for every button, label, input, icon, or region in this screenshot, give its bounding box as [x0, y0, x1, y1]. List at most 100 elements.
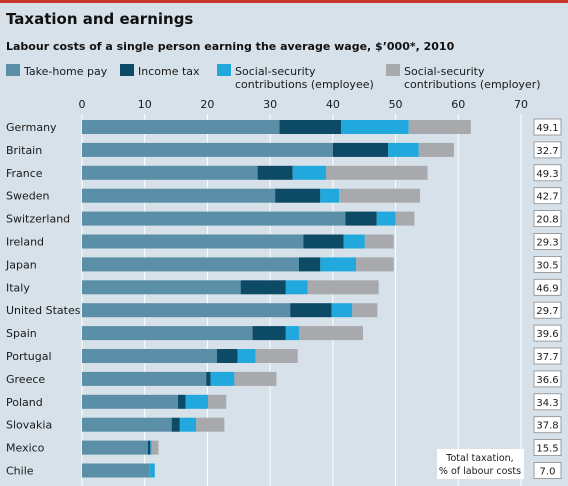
bar-mexico-ss-employee — [150, 440, 152, 455]
legend-label-social-security-contributions-employee-2: contributions (employee) — [235, 78, 374, 91]
x-tick-0: 0 — [79, 98, 86, 111]
legend: Take-home pay Income tax Social-securityco… — [6, 64, 541, 91]
country-label-ireland: Ireland — [6, 236, 44, 249]
total-box-portugal — [533, 347, 562, 365]
bar-britain-take-home — [82, 142, 333, 157]
x-axis-ticks: 0 10 20 30 40 50 60 70 — [79, 98, 529, 111]
bar-germany-ss-employer — [408, 120, 471, 134]
bar-row-japan: Japan — [5, 257, 394, 272]
bar-row-france: France — [6, 165, 428, 180]
total-value-spain: 39.6 — [536, 329, 558, 340]
bar-row-chile: Chile — [6, 463, 155, 478]
bar-france-ss-employee — [292, 165, 326, 180]
bar-chile-take-home — [82, 463, 150, 478]
country-label-germany: Germany — [6, 121, 57, 134]
country-label-chile: Chile — [6, 465, 34, 478]
bar-portugal-ss-employer — [255, 349, 298, 363]
bar-switzerland-take-home — [82, 211, 346, 226]
bar-row-britain: Britain — [6, 142, 454, 157]
country-label-spain: Spain — [6, 327, 37, 340]
bar-united-states-income-tax — [290, 303, 332, 318]
x-tick-50: 50 — [389, 98, 403, 111]
totals-note-line1: Total taxation, — [445, 453, 513, 464]
country-label-switzerland: Switzerland — [6, 213, 70, 226]
country-label-sweden: Sweden — [6, 190, 49, 203]
total-value-ireland: 29.3 — [536, 238, 558, 249]
legend-label-social-security-contributions-employee-1: Social-security — [235, 65, 316, 78]
bar-germany-ss-employee — [341, 120, 409, 134]
total-box-spain — [533, 324, 562, 342]
legend-swatch-social-security-contributions-employer — [386, 64, 400, 76]
bar-italy-take-home — [82, 280, 241, 295]
bar-switzerland-ss-employer — [395, 211, 415, 226]
total-box-britain — [533, 141, 562, 159]
bar-france-take-home — [82, 165, 258, 180]
bar-ireland-income-tax — [303, 234, 344, 249]
bar-rows: Germany Britain France Sweden Switzerland Ire… — [5, 120, 471, 478]
bar-greece-take-home — [82, 371, 207, 386]
bar-sweden-income-tax — [275, 188, 321, 203]
bar-united-states-ss-employer — [352, 303, 378, 318]
legend-label-social-security-contributions-employer-1: Social-security — [404, 65, 485, 78]
x-tick-20: 20 — [200, 98, 214, 111]
bar-slovakia-ss-employer — [196, 417, 225, 432]
bar-row-sweden: Sweden — [6, 188, 421, 203]
legend-label-take-home-pay-1: Take-home pay — [23, 65, 108, 78]
bar-ireland-take-home — [82, 234, 304, 249]
total-box-united-states — [533, 301, 562, 319]
bar-spain-ss-employer — [298, 326, 363, 341]
total-box-france — [533, 164, 562, 182]
chart-title: Taxation and earnings — [6, 10, 193, 28]
country-label-greece: Greece — [6, 373, 45, 386]
total-value-chile: 7.0 — [540, 467, 556, 478]
country-label-italy: Italy — [6, 281, 30, 294]
bar-japan-income-tax — [298, 257, 321, 272]
total-value-japan: 30.5 — [536, 260, 558, 271]
bar-united-states-ss-employee — [331, 303, 353, 318]
bar-mexico-take-home — [82, 440, 148, 455]
total-value-united-states: 29.7 — [536, 306, 558, 317]
bar-britain-ss-employer — [418, 142, 454, 157]
bar-switzerland-ss-employee — [376, 211, 396, 226]
bar-sweden-ss-employer — [339, 188, 421, 203]
bar-spain-income-tax — [252, 326, 286, 341]
total-box-italy — [533, 278, 562, 296]
bar-mexico-income-tax — [147, 440, 151, 455]
bar-row-poland: Poland — [6, 394, 227, 409]
bar-row-germany: Germany — [6, 120, 471, 134]
bar-sweden-take-home — [82, 188, 276, 203]
x-tick-70: 70 — [514, 98, 528, 111]
total-box-japan — [533, 255, 562, 273]
chart-subtitle: Labour costs of a single person earning … — [6, 40, 455, 53]
bar-row-mexico: Mexico — [6, 440, 159, 455]
country-label-japan: Japan — [5, 258, 37, 271]
country-label-poland: Poland — [6, 396, 43, 409]
bar-row-united-states: United States — [6, 303, 378, 318]
bar-row-spain: Spain — [6, 326, 363, 341]
bar-portugal-income-tax — [216, 349, 238, 363]
bar-greece-ss-employee — [210, 371, 235, 386]
bar-japan-ss-employer — [356, 257, 394, 272]
bar-portugal-ss-employee — [237, 349, 256, 363]
total-value-france: 49.3 — [536, 169, 558, 180]
x-tick-60: 60 — [451, 98, 465, 111]
bar-slovakia-income-tax — [171, 417, 180, 432]
bar-ireland-ss-employee — [343, 234, 365, 249]
total-box-sweden — [533, 187, 562, 205]
country-label-slovakia: Slovakia — [6, 419, 52, 432]
bar-britain-income-tax — [332, 142, 389, 157]
total-value-greece: 36.6 — [536, 375, 558, 386]
total-box-switzerland — [533, 210, 562, 228]
total-value-germany: 49.1 — [536, 123, 558, 134]
bar-japan-ss-employee — [320, 257, 357, 272]
total-box-slovakia — [533, 416, 562, 434]
country-label-mexico: Mexico — [6, 442, 45, 455]
total-box-germany — [533, 118, 562, 136]
bar-greece-ss-employer — [234, 371, 277, 386]
total-value-italy: 46.9 — [536, 283, 558, 294]
bar-slovakia-take-home — [82, 417, 172, 432]
bar-japan-take-home — [82, 257, 299, 272]
bar-row-switzerland: Switzerland — [6, 211, 415, 226]
